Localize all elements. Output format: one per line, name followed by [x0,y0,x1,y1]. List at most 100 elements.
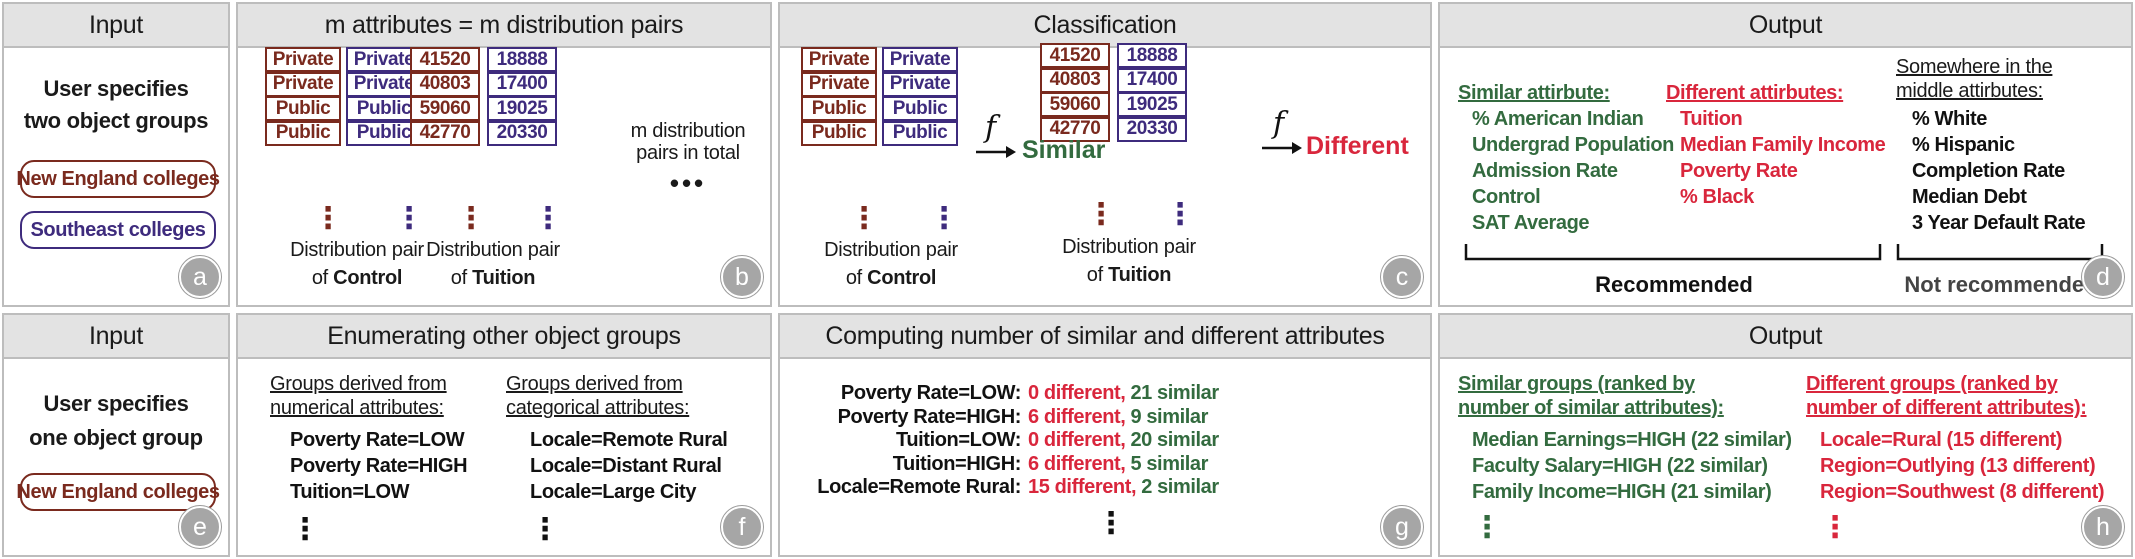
group-new-england: New England colleges [16,473,220,511]
panel-b-title: m attributes = m distribution pairs [238,4,770,48]
middle-attr-item: Median Debt [1912,186,2027,208]
function-f-2: f [1273,106,1285,141]
panel-c-badge: c [1381,256,1423,298]
tuition-cell-group1: 59060 [1040,92,1110,117]
of-word: of [311,267,328,289]
different-attr-item: % Black [1680,186,1754,208]
panel-d-title: Output [1440,4,2131,48]
tuition-cell-group1: 41520 [410,47,480,72]
panel-f-badge: f [721,506,763,548]
total-label-2: pairs in total [636,142,740,164]
attr-control: Control [867,267,937,289]
dist-pair-attr: of Tuition [398,267,588,290]
different-count: 6 different [1028,452,1121,475]
vdots: ⋮ [456,202,486,235]
middle-attr-heading-2: middle attirbutes: [1896,80,2043,102]
panel-d-badge: d [2082,256,2124,298]
categorical-heading-1: Groups derived from [506,373,683,395]
similar-label: Similar [1022,136,1106,164]
dist-pair-label: Distribution pair [426,239,560,261]
vdots: ⋮ [313,202,343,235]
control-cell-group1: Private [801,71,877,97]
vdots: ⋮ [1472,511,1502,544]
panel-a-title: Input [4,4,228,48]
similar-groups-heading-2: number of similar attributes): [1458,397,1724,419]
control-cell-group2: Private [882,71,958,97]
function-f-1: f [985,110,997,145]
panel-e-text-1: User specifies [43,391,189,416]
table-row: Poverty Rate=HIGH: 6 different, 9 similar [780,406,1430,430]
vdots: ⋮ [1096,507,1126,540]
categorical-heading-2: categorical attributes: [506,397,690,419]
vdots: ⋮ [1086,198,1116,231]
vdots: ⋮ [929,202,959,235]
different-label: Different [1306,132,1409,160]
similar-group-item: Median Earnings=HIGH (22 similar) [1472,429,1792,451]
vdots: ⋮ [533,202,563,235]
panel-f-title: Enumerating other object groups [238,315,770,359]
dist-pair-label: Distribution pair [290,239,424,261]
panel-a: Input User specifies two object groups N… [2,2,230,307]
panel-h-title: Output [1440,315,2131,359]
different-attr-item: Median Family Income [1680,134,1886,156]
vdots: ⋮ [394,202,424,235]
not-recommended-bracket [1896,244,2104,261]
tuition-cell-group2: 20330 [1117,116,1187,142]
different-count: 0 different [1028,429,1121,451]
group-label: Locale=Remote Rural: [817,476,1021,498]
tuition-cell-group2: 20330 [487,120,557,146]
similar-attr-item: SAT Average [1472,212,1590,234]
attr-tuition: Tuition [472,267,536,289]
arrow-right-icon [1262,142,1302,154]
panel-b-badge: b [721,256,763,298]
middle-attr-heading-1: Somewhere in the [1896,56,2053,78]
vdots: ⋮ [1820,511,1850,544]
middle-attr-item: Completion Rate [1912,160,2065,182]
panel-g-title: Computing number of similar and differen… [780,315,1430,359]
group-label: Tuition=HIGH: [892,452,1022,475]
categorical-group-item: Locale=Large City [530,481,697,503]
control-cell-group1: Private [801,47,877,72]
control-cell-group2: Private [346,47,422,72]
arrow-right-icon [976,146,1016,158]
similar-count: 21 similar [1130,382,1219,404]
dist-pair-label: Distribution pair [824,239,958,261]
tuition-cell-group2: 19025 [1117,92,1187,117]
panel-d: Output Similar attirbute: % American Ind… [1438,2,2133,307]
tuition-cell-group1: 42770 [1040,116,1110,142]
categorical-group-item: Locale=Remote Rural [530,429,728,451]
similar-groups-heading-1: Similar groups (ranked by [1458,373,1695,395]
different-group-item: Region=Outlying (13 different) [1820,455,2096,477]
tuition-cell-group1: 41520 [1040,43,1110,68]
control-cell-group2: Public [346,96,422,121]
different-group-item: Region=Southwest (8 different) [1820,481,2105,503]
control-cell-group1: Private [265,47,341,72]
control-cell-group2: Public [882,96,958,121]
table-row: Poverty Rate=LOW: 0 different, 21 similar [780,382,1430,406]
attr-tuition: Tuition [1108,264,1172,286]
tuition-cell-group1: 40803 [1040,67,1110,93]
middle-attr-list: % White % Hispanic Completion Rate Median D… [1912,106,2086,236]
tuition-cell-group2: 18888 [487,47,557,72]
similar-group-item: Family Income=HIGH (21 similar) [1472,481,1772,503]
vdots: ⋮ [1165,198,1195,231]
ellipsis: ••• [669,168,707,198]
control-cell-group1: Private [265,71,341,97]
similar-count: 20 similar [1130,429,1219,451]
control-cell-group1: Public [265,96,341,121]
control-cell-group1: Public [801,120,877,146]
panel-g: Computing number of similar and differen… [778,313,1432,557]
dist-pair-label: Distribution pair [1062,236,1196,258]
panel-f: Enumerating other object groups Groups d… [236,313,772,557]
numerical-groups-list: Poverty Rate=LOW Poverty Rate=HIGH Tuition… [290,427,468,505]
panel-c: Classification Private Private Public Publi… [778,2,1432,307]
categorical-group-item: Locale=Distant Rural [530,455,722,477]
middle-attr-item: % White [1912,108,1987,130]
different-count: 15 different [1028,476,1132,498]
different-attr-list: Tuition Median Family Income Poverty Rate%… [1680,106,1886,210]
different-groups-heading-2: number of different attributes): [1806,397,2087,419]
similar-group-item: Faculty Salary=HIGH (22 similar) [1472,455,1768,477]
attr-control: Control [333,267,403,289]
separator: , [1120,382,1126,404]
of-word: of [845,267,862,289]
